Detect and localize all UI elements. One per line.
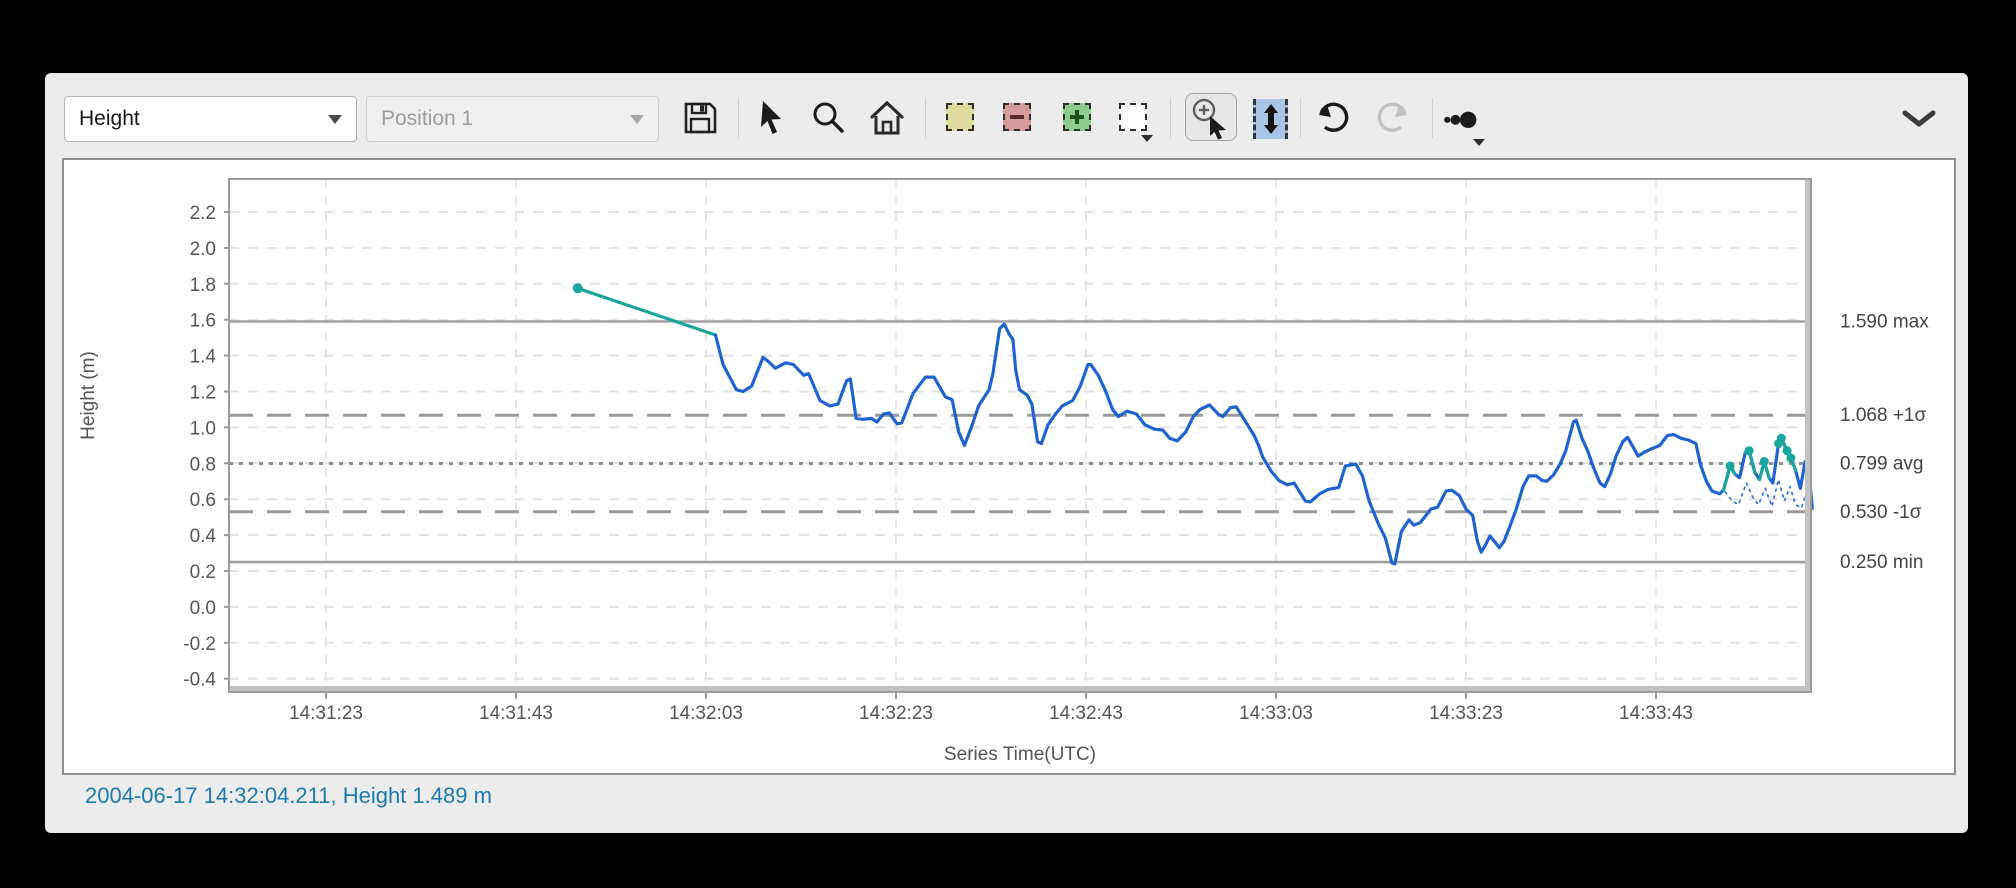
y-tick-label: 0.8 [190, 454, 216, 475]
series-marker [1725, 461, 1735, 471]
x-tick-label: 14:33:43 [1619, 703, 1693, 724]
chevron-down-icon[interactable] [1473, 139, 1485, 146]
chart-window: Height Position 1 [45, 73, 1968, 833]
select-tool-button[interactable] [752, 98, 792, 138]
h-scrollbar[interactable] [229, 686, 1811, 692]
chevron-down-icon [328, 114, 342, 124]
series-marker [572, 283, 583, 294]
x-tick-label: 14:32:03 [669, 703, 743, 724]
marker-size-icon [1444, 111, 1477, 128]
series-marker [1782, 446, 1792, 456]
reference-label: 0.799 avg [1840, 453, 1923, 474]
series-marker [1744, 446, 1754, 456]
chevron-down-icon [1902, 110, 1936, 127]
series-marker [1786, 453, 1796, 463]
region-empty-button[interactable] [1119, 103, 1147, 131]
y-tick-label: 0.6 [190, 490, 216, 511]
redo-button[interactable] [1373, 98, 1413, 138]
toolbar-separator [1432, 98, 1433, 138]
series-select-value: Height [79, 107, 140, 130]
x-tick-label: 14:32:43 [1049, 703, 1123, 724]
x-tick-label: 14:33:03 [1239, 703, 1313, 724]
toolbar-separator [925, 98, 926, 138]
series-marker [1759, 457, 1769, 467]
save-button[interactable] [680, 98, 720, 138]
reference-label: 0.250 min [1840, 552, 1923, 573]
undo-button[interactable] [1313, 98, 1353, 138]
fit-vertical-icon [1263, 104, 1278, 134]
series-marker [1776, 433, 1786, 443]
plot-area[interactable] [229, 179, 1811, 692]
y-tick-label: 1.4 [190, 347, 217, 368]
reference-label: 0.530 -1σ [1840, 502, 1922, 523]
cursor-readout: 2004-06-17 14:32:04.211, Height 1.489 m [85, 783, 492, 808]
marker-size-button[interactable] [1440, 98, 1480, 138]
x-tick-label: 14:31:43 [479, 703, 553, 724]
reference-label: 1.590 max [1840, 311, 1929, 332]
y-tick-label: 1.6 [190, 311, 216, 332]
y-axis-title: Height (m) [78, 351, 99, 440]
cursor-arrow-icon [761, 101, 781, 134]
position-select-value: Position 1 [381, 107, 474, 130]
region-add-button[interactable] [1063, 103, 1091, 131]
x-tick-label: 14:31:23 [289, 703, 363, 724]
chart-svg[interactable]: 1.590 max 1.068 +1σ 0.799 avg 0.530 -1σ 0.25… [64, 160, 1958, 777]
save-icon [684, 102, 717, 134]
x-axis-title: Series Time(UTC) [944, 744, 1096, 765]
y-tick-label: -0.2 [183, 634, 216, 655]
x-tick-label: 14:33:23 [1429, 703, 1503, 724]
region-subtract-button[interactable] [1003, 103, 1031, 131]
chart-panel[interactable]: 1.590 max 1.068 +1σ 0.799 avg 0.530 -1σ 0.25… [62, 158, 1956, 775]
toolbar-separator [738, 98, 739, 138]
zoom-tool-button[interactable] [808, 98, 848, 138]
home-view-button[interactable] [867, 98, 907, 138]
x-tick-label: 14:32:23 [859, 703, 933, 724]
y-tick-label: 0.4 [190, 526, 217, 547]
fit-vertical-button[interactable] [1253, 99, 1288, 139]
y-tick-label: 0.0 [190, 598, 216, 619]
position-select[interactable]: Position 1 [366, 96, 659, 142]
y-tick-label: 1.0 [190, 418, 216, 439]
series-gap-segment [576, 286, 718, 337]
y-tick-label: 1.8 [190, 275, 216, 296]
y-tick-label: 2.2 [190, 203, 216, 224]
region-create-button[interactable] [946, 103, 974, 131]
zoom-select-icon [1192, 98, 1226, 140]
redo-icon [1377, 102, 1407, 132]
toolbar-separator [1300, 98, 1301, 138]
reference-label: 1.068 +1σ [1840, 405, 1926, 426]
plot-border [228, 178, 1812, 693]
chevron-down-icon[interactable] [1141, 135, 1153, 142]
toolbar: Height Position 1 [45, 73, 1968, 158]
home-icon [870, 100, 904, 135]
chevron-down-icon [630, 114, 644, 124]
v-scrollbar[interactable] [1805, 179, 1811, 692]
plus-icon [1070, 110, 1084, 124]
y-tick-label: 0.2 [190, 562, 216, 583]
minus-icon [1010, 115, 1024, 119]
series-select[interactable]: Height [64, 96, 357, 142]
collapse-panel-button[interactable] [1901, 109, 1937, 134]
y-tick-label: 2.0 [190, 239, 216, 260]
zoom-select-button[interactable] [1185, 93, 1237, 141]
y-tick-label: -0.4 [183, 670, 216, 691]
undo-icon [1319, 102, 1349, 132]
y-tick-label: 1.2 [190, 383, 216, 404]
search-icon [813, 102, 844, 133]
series-height [713, 322, 1814, 566]
toolbar-separator [1170, 98, 1171, 138]
